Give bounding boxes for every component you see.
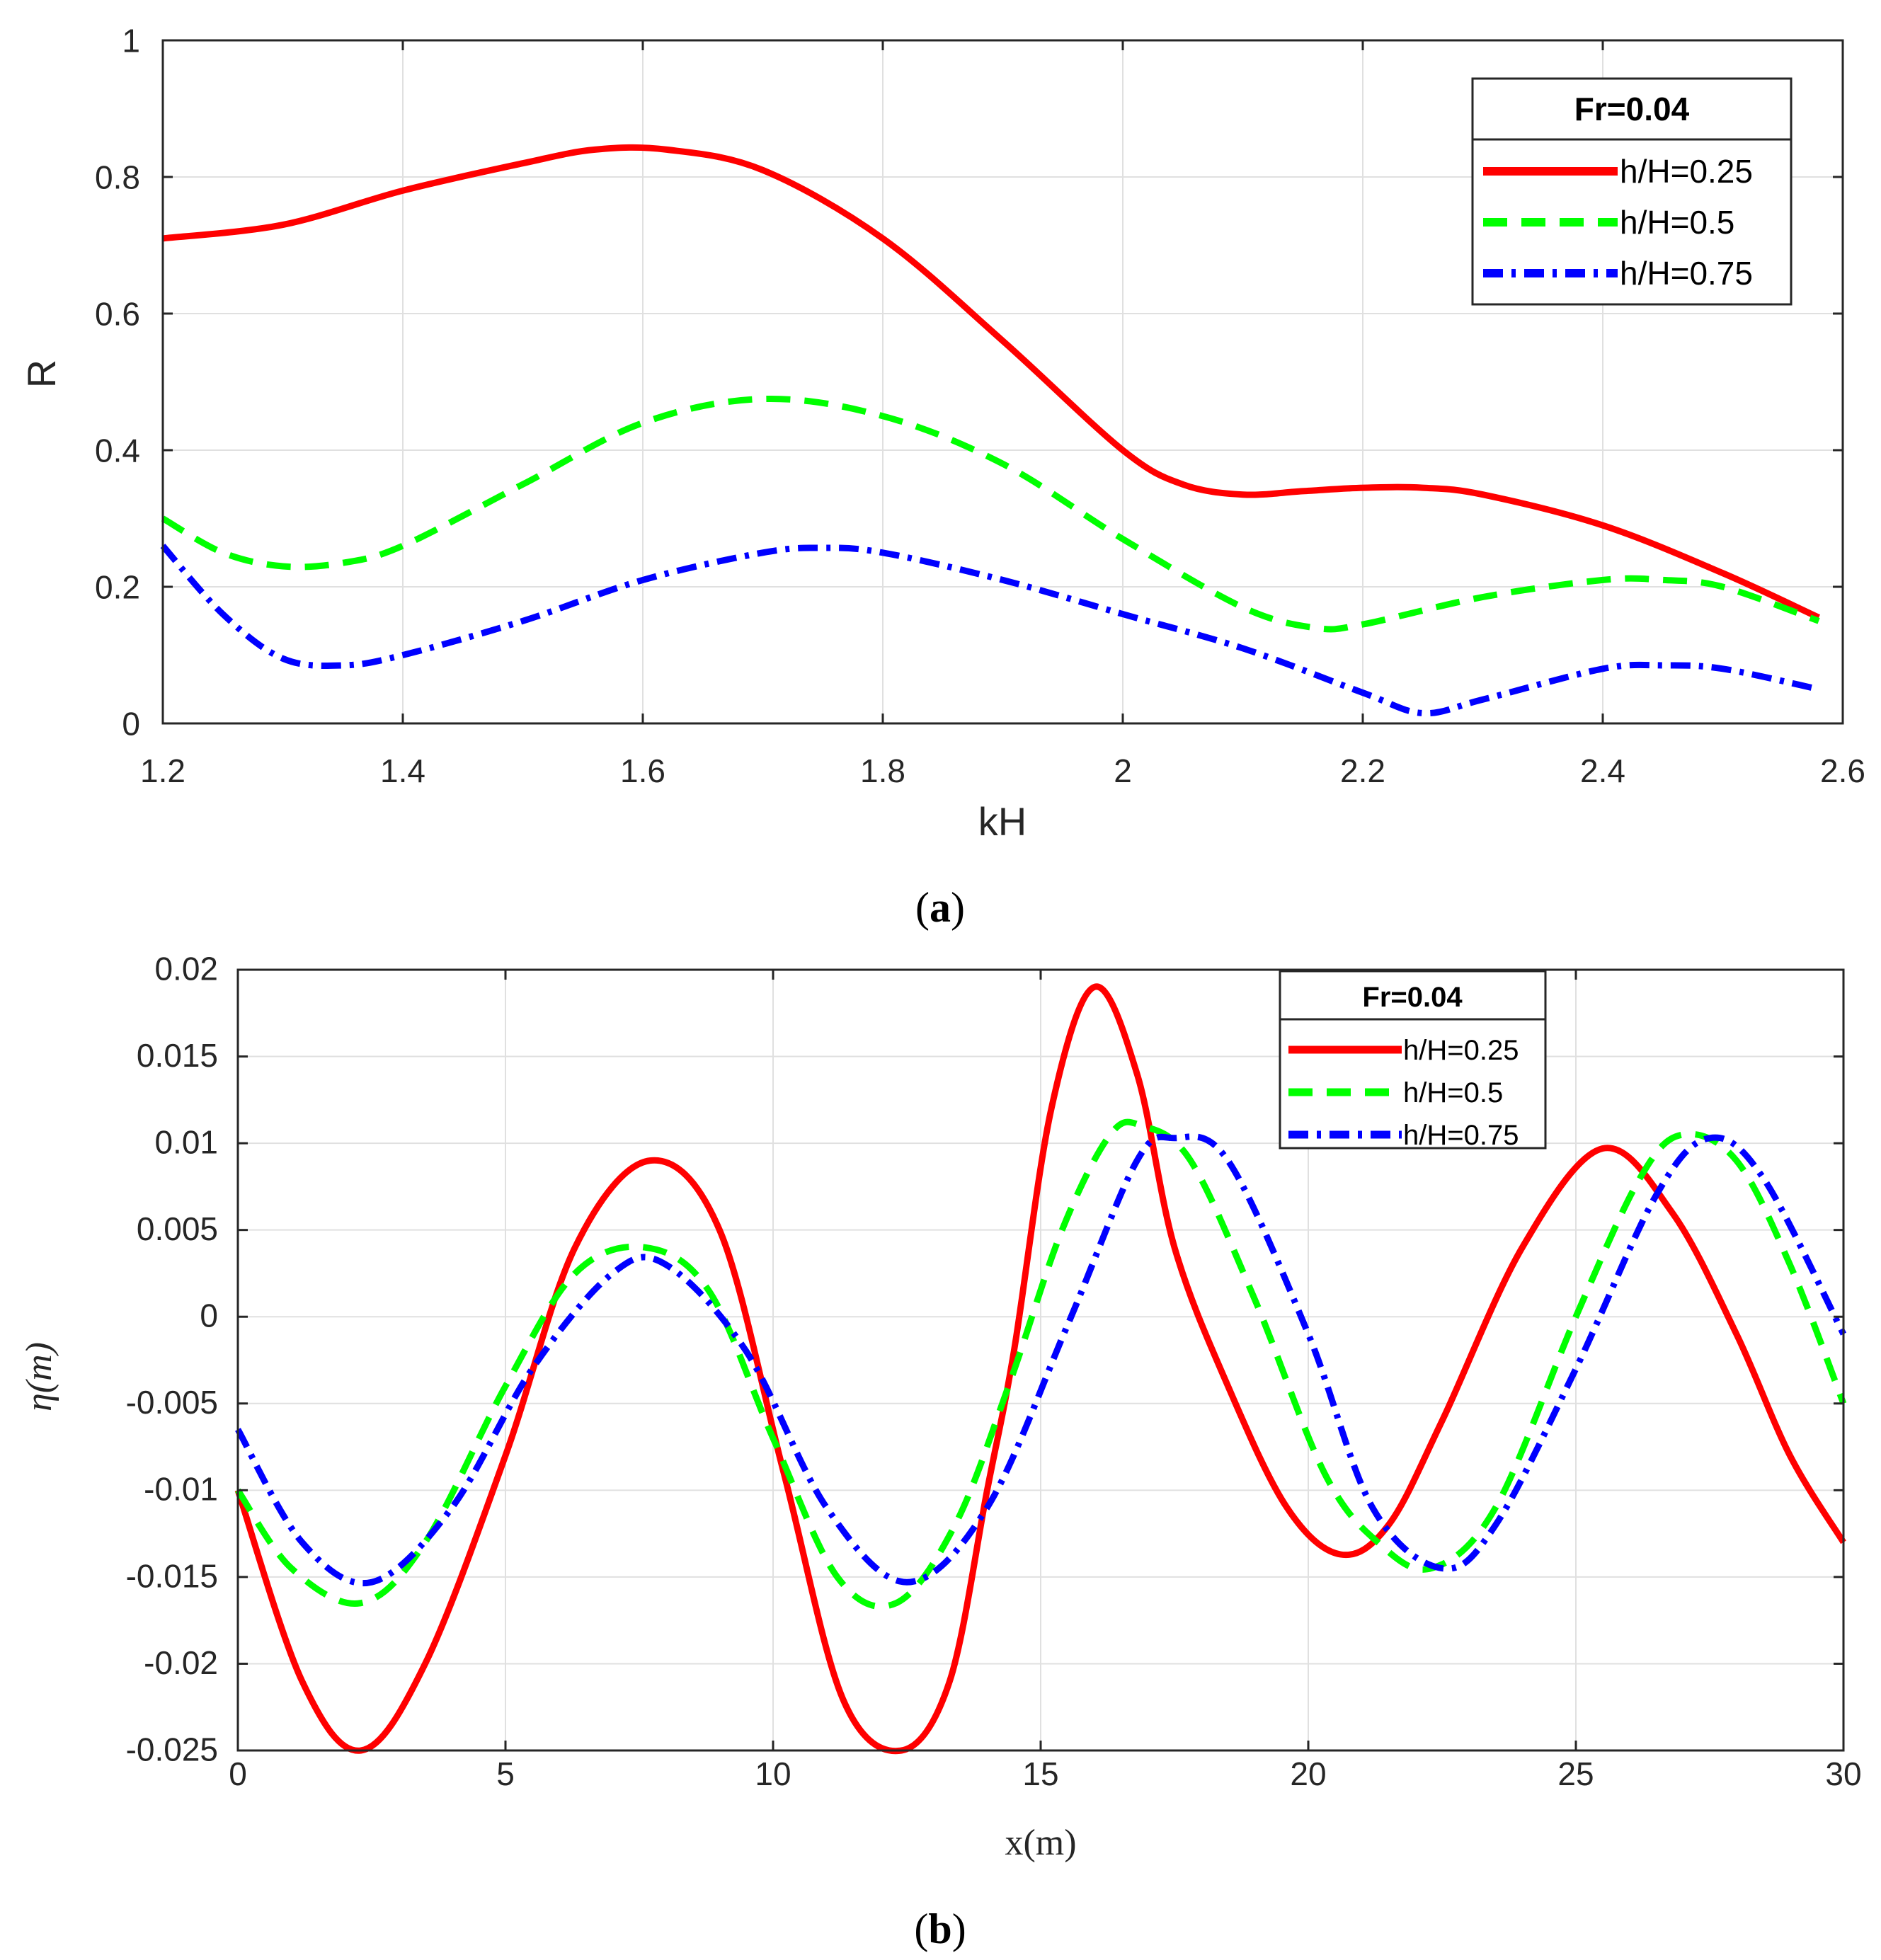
- a-caption: (a): [915, 884, 965, 931]
- a-legend-box: [1471, 77, 1793, 306]
- b-y-axis-label: η(m): [19, 1342, 59, 1411]
- b-legend-label-1: h/H=0.5: [1403, 1077, 1503, 1108]
- b-y-tick-label: 0: [200, 1297, 218, 1334]
- b-caption-close: ): [952, 1905, 966, 1952]
- b-legend-title: Fr=0.04: [1362, 982, 1463, 1013]
- b-legend-box: [1279, 970, 1547, 1150]
- a-y-axis-label: R: [19, 360, 64, 388]
- b-caption: (b): [914, 1905, 966, 1952]
- b-y-tick-label: 0.005: [137, 1210, 218, 1247]
- a-x-tick-label: 1.4: [380, 752, 425, 789]
- b-y-tick-label: 0.02: [154, 950, 218, 987]
- a-x-tick-label: 2.2: [1340, 752, 1385, 789]
- b-legend: Fr=0.04 h/H=0.25 h/H=0.5 h/H=0.75: [1279, 970, 1547, 1151]
- a-y-tick-label: 0.6: [95, 296, 140, 333]
- a-x-tick-label: 2.6: [1820, 752, 1865, 789]
- b-y-tick-label: -0.025: [126, 1731, 218, 1767]
- a-y-tick-label: 0: [122, 706, 140, 743]
- a-caption-letter: a: [930, 884, 951, 931]
- b-y-tick-label: 0.01: [154, 1124, 218, 1161]
- a-y-tick-label: 0.4: [95, 432, 140, 469]
- b-x-tick-label: 10: [755, 1755, 791, 1792]
- a-x-tick-label: 1.6: [620, 752, 665, 789]
- a-y-tick-label: 0.8: [95, 159, 140, 196]
- a-x-tick-label: 1.8: [860, 752, 905, 789]
- b-caption-letter: b: [928, 1905, 951, 1952]
- a-legend-label-2: h/H=0.75: [1620, 255, 1753, 292]
- b-y-tick-label: -0.02: [144, 1644, 218, 1681]
- a-x-tick-label: 2: [1114, 752, 1132, 789]
- a-legend-label-1: h/H=0.5: [1620, 204, 1734, 241]
- b-y-tick-label: -0.005: [126, 1384, 218, 1421]
- a-legend-title: Fr=0.04: [1574, 91, 1690, 127]
- a-plot-frame: [161, 39, 1844, 725]
- b-y-tick-label: 0.015: [137, 1037, 218, 1074]
- b-x-tick-label: 5: [496, 1755, 515, 1792]
- b-y-tick-label: -0.015: [126, 1557, 218, 1594]
- b-legend-label-2: h/H=0.75: [1403, 1120, 1519, 1151]
- a-series-line-0: [162, 144, 1820, 621]
- b-series-lines: [234, 983, 1847, 1755]
- b-legend-label-0: h/H=0.25: [1403, 1035, 1519, 1066]
- panel-a: 1.2 1.4 1.6 1.8 2 2.2 2.4 2.600.20.40.60.81 kH …: [19, 23, 1865, 931]
- a-series-line-1: [161, 395, 1820, 633]
- b-x-axis-label: x(m): [1005, 1823, 1076, 1863]
- a-tick-labels: 1.2 1.4 1.6 1.8 2 2.2 2.4 2.6 0 0.2 0.4 0.6 0.8 1: [95, 23, 1865, 789]
- a-x-tick-label: 2.4: [1580, 752, 1625, 789]
- a-y-tick-label: 0.2: [95, 569, 140, 606]
- b-x-tick-label: 0: [229, 1755, 247, 1792]
- b-series-line-1: [235, 1118, 1847, 1610]
- a-series-line-2: [160, 544, 1820, 717]
- b-x-tick-label: 30: [1825, 1755, 1861, 1792]
- a-legend: Fr=0.04 h/H=0.25 h/H=0.5 h/H=0.75: [1471, 77, 1793, 306]
- a-caption-close: ): [951, 884, 965, 931]
- a-caption-open: (: [915, 884, 930, 931]
- b-x-tick-label: 15: [1022, 1755, 1058, 1792]
- a-y-tick-label: 1: [122, 23, 140, 59]
- a-legend-label-0: h/H=0.25: [1620, 153, 1753, 190]
- b-caption-open: (: [914, 1905, 928, 1952]
- a-series-lines: [160, 144, 1820, 717]
- b-x-tick-label: 25: [1557, 1755, 1594, 1792]
- a-x-axis-label: kH: [978, 799, 1027, 844]
- a-x-tick-label: 1.2: [140, 752, 185, 789]
- b-tick-labels: 0 5 10 15 20 25 30 -0.025 -0.02 -0.015 -0.01 -0.005…: [126, 950, 1862, 1792]
- b-x-tick-label: 20: [1290, 1755, 1326, 1792]
- b-y-tick-label: -0.01: [144, 1471, 218, 1508]
- panel-b: 0 5 10 15 20 25 30 -0.025 -0.02 -0.015 -0.01 -0.005…: [19, 950, 1862, 1952]
- b-grid: [237, 969, 1844, 1751]
